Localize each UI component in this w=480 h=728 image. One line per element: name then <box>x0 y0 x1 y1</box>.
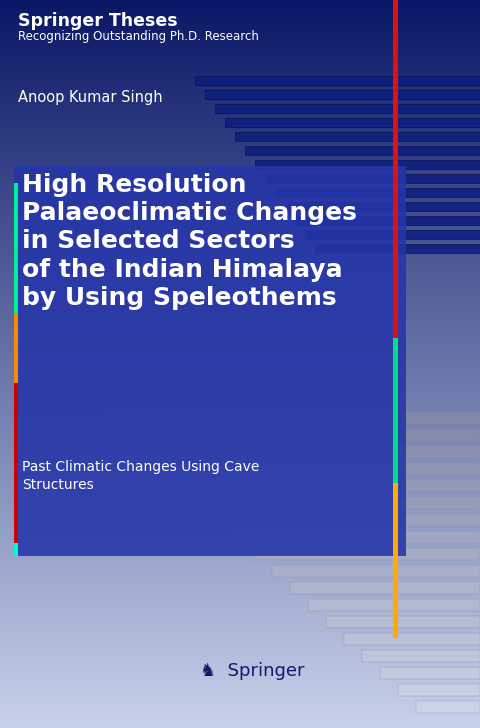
Bar <box>362 650 480 662</box>
Bar <box>290 582 480 594</box>
Bar <box>14 313 18 383</box>
Bar <box>128 429 480 441</box>
Bar <box>205 90 480 99</box>
Bar <box>218 514 480 526</box>
Bar <box>14 383 18 543</box>
Text: Past Climatic Changes Using Cave
Structures: Past Climatic Changes Using Cave Structu… <box>22 460 259 492</box>
Bar <box>265 174 480 183</box>
Bar <box>200 497 480 509</box>
Bar <box>14 166 406 556</box>
Bar <box>393 483 398 638</box>
Bar <box>308 599 480 611</box>
Bar <box>272 565 480 577</box>
Text: Recognizing Outstanding Ph.D. Research: Recognizing Outstanding Ph.D. Research <box>18 30 259 43</box>
Bar <box>235 132 480 141</box>
Text: High Resolution
Palaeoclimatic Changes
in Selected Sectors
of the Indian Himalay: High Resolution Palaeoclimatic Changes i… <box>22 173 357 309</box>
Bar <box>164 463 480 475</box>
Bar <box>380 667 480 679</box>
Bar <box>285 202 480 211</box>
Bar <box>236 531 480 543</box>
Bar <box>255 160 480 169</box>
Bar <box>146 446 480 458</box>
Bar <box>275 188 480 197</box>
Bar <box>245 146 480 155</box>
Bar <box>254 548 480 560</box>
Bar <box>215 104 480 113</box>
Bar <box>416 701 480 713</box>
Text: Springer Theses: Springer Theses <box>18 12 178 30</box>
Bar <box>195 76 480 85</box>
Bar <box>344 633 480 645</box>
Bar <box>398 684 480 696</box>
Bar <box>305 230 480 239</box>
Bar <box>14 183 18 313</box>
Text: ♞  Springer: ♞ Springer <box>200 662 304 680</box>
Bar <box>110 412 480 424</box>
Text: Anoop Kumar Singh: Anoop Kumar Singh <box>18 90 163 105</box>
Bar <box>393 0 398 338</box>
Bar <box>295 216 480 225</box>
Bar <box>182 480 480 492</box>
Bar <box>326 616 480 628</box>
Bar <box>14 543 18 556</box>
Bar <box>393 338 398 483</box>
Bar <box>315 244 480 253</box>
Bar <box>225 118 480 127</box>
